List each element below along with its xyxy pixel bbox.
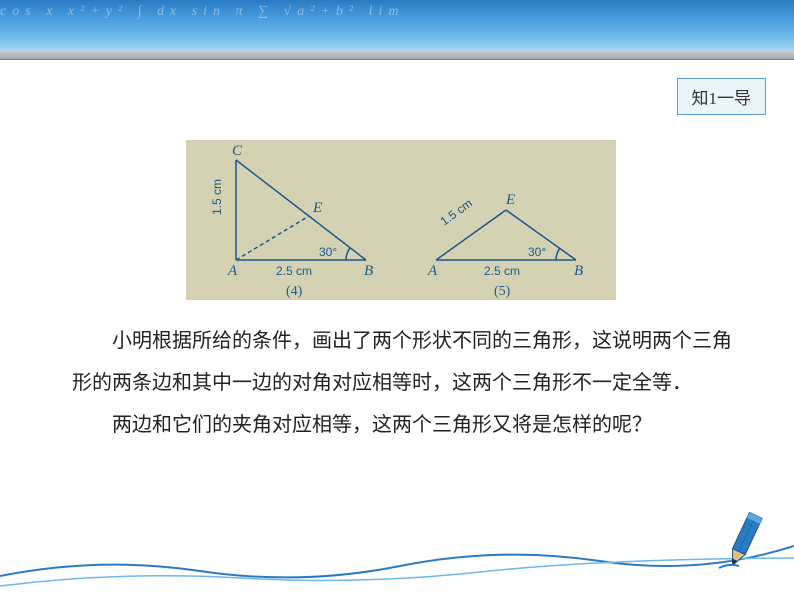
body-text-block: 小明根据所给的条件，画出了两个形状不同的三角形，这说明两个三角形的两条边和其中一… — [72, 320, 732, 446]
side-ae-label: 1.5 cm — [438, 196, 475, 228]
vertex-b-label-left: B — [364, 263, 373, 279]
caption-5: (5) — [494, 284, 511, 299]
caption-4: (4) — [286, 284, 303, 299]
vertex-c-label: C — [232, 143, 243, 159]
angle-label-right: 30° — [528, 245, 546, 259]
triangle-figure-5: E A B 1.5 cm 2.5 cm 30° (5) — [406, 140, 616, 300]
triangle-figure-4: C E A B 1.5 cm 2.5 cm 30° (4) — [186, 140, 406, 300]
banner-formula-text: cos x x²+y² ∫ dx sin π ∑ √a²+b² lim — [0, 4, 794, 20]
paragraph-1: 小明根据所给的条件，画出了两个形状不同的三角形，这说明两个三角形的两条边和其中一… — [72, 320, 732, 404]
diagram-panel: C E A B 1.5 cm 2.5 cm 30° (4) E A B 1.5 … — [186, 140, 616, 300]
vertex-a-label-left: A — [227, 263, 238, 279]
side-ab-label-right: 2.5 cm — [484, 264, 520, 278]
vertex-e-label-right: E — [505, 192, 515, 208]
header-banner: cos x x²+y² ∫ dx sin π ∑ √a²+b² lim — [0, 0, 794, 50]
section-tag: 知1一导 — [677, 78, 767, 115]
pencil-icon — [714, 508, 774, 578]
side-ab-label-left: 2.5 cm — [276, 264, 312, 278]
angle-label-left: 30° — [319, 245, 337, 259]
vertex-a-label-right: A — [427, 263, 438, 279]
footer-decoration — [0, 516, 794, 596]
paragraph-2: 两边和它们的夹角对应相等，这两个三角形又将是怎样的呢？ — [72, 404, 732, 446]
side-ac-label: 1.5 cm — [210, 179, 224, 215]
vertex-b-label-right: B — [574, 263, 583, 279]
section-tag-label: 知1一导 — [692, 89, 752, 108]
header-divider — [0, 50, 794, 60]
vertex-e-label-left: E — [312, 200, 322, 216]
